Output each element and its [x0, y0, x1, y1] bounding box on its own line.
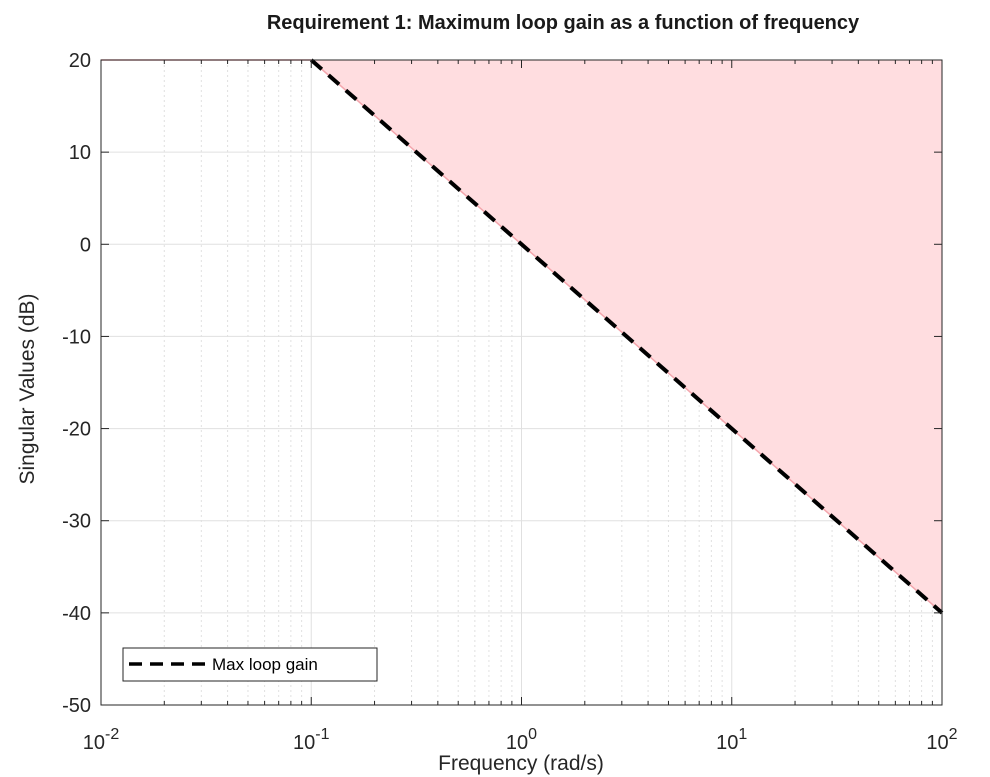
y-tick-label: -40	[62, 603, 91, 625]
x-tick-label: 102	[926, 726, 957, 754]
x-tick-label: 101	[716, 726, 747, 754]
legend-box	[122, 647, 378, 682]
y-tick-label: -30	[62, 511, 91, 533]
legend: Max loop gain	[122, 647, 378, 682]
chart-title: Requirement 1: Maximum loop gain as a fu…	[267, 12, 860, 34]
requirement-region	[101, 60, 942, 613]
y-tick-label: -10	[62, 326, 91, 348]
y-axis-label: Singular Values (dB)	[16, 293, 39, 484]
x-tick-label: 10-1	[293, 726, 330, 754]
series-layer	[309, 58, 944, 615]
x-tick-label: 10-2	[83, 726, 120, 754]
y-tick-label: -50	[62, 695, 91, 717]
x-tick-label: 100	[506, 726, 537, 754]
y-tick-label: -20	[62, 419, 91, 441]
series-line-max-loop-gain	[309, 58, 944, 615]
y-tick-label: 20	[69, 50, 91, 72]
x-axis-label: Frequency (rad/s)	[438, 752, 604, 775]
y-tick-label: 0	[80, 234, 91, 256]
legend-label: Max loop gain	[212, 655, 318, 674]
y-tick-label: 10	[69, 142, 91, 164]
